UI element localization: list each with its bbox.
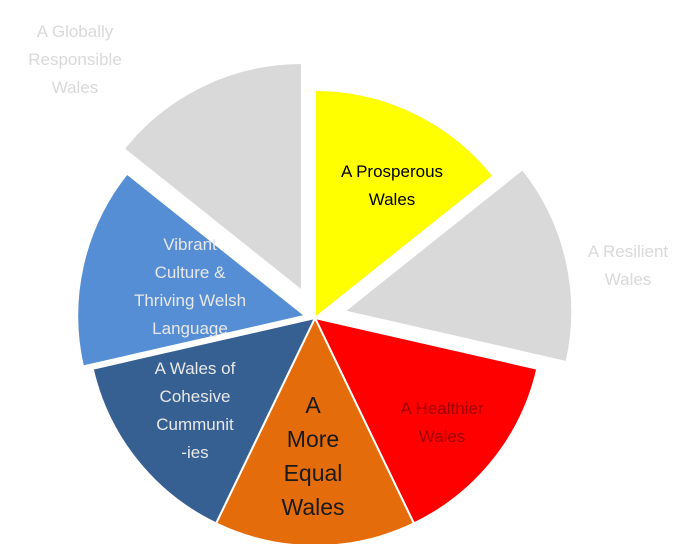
slice-label: A Healthier Wales — [400, 399, 484, 446]
slice-label: A Wales of Cohesive Cummunit -ies — [154, 359, 236, 462]
pie-slice — [91, 316, 317, 525]
pie-slice — [122, 61, 303, 294]
pie-slice — [342, 167, 574, 364]
slice-label: A More Equal Wales — [281, 392, 345, 520]
slice-label: A Prosperous Wales — [340, 162, 444, 209]
pie-slice — [313, 316, 539, 525]
pie-slice — [314, 88, 495, 321]
pie-slice — [76, 172, 308, 368]
slice-label: A Resilient Wales — [587, 242, 669, 289]
slice-label: Vibrant Culture & Thriving Welsh Languag… — [133, 235, 247, 338]
pie-slice — [214, 315, 416, 544]
slice-label: A Globally Responsible Wales — [28, 22, 122, 97]
